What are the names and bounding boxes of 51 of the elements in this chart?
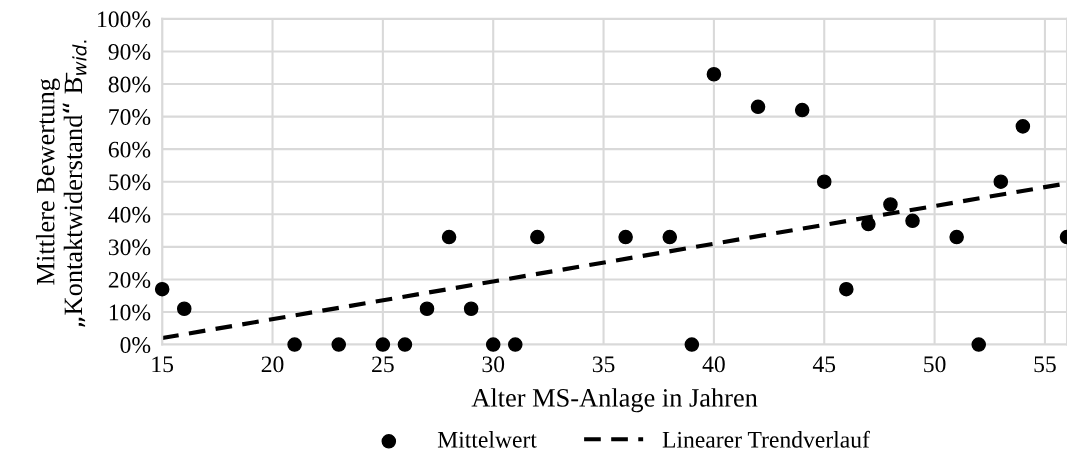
point: [949, 229, 964, 245]
point: [441, 229, 457, 245]
point: [530, 229, 545, 245]
point: [839, 281, 854, 297]
y-tick-label: 100%: [98, 11, 151, 28]
x-tick-label: 50: [924, 356, 946, 373]
point: [883, 197, 898, 212]
point: [287, 337, 302, 352]
point: [684, 337, 700, 352]
point: [794, 102, 810, 118]
y-tick-label: 80%: [108, 76, 151, 93]
point: [419, 301, 435, 317]
y-tick-label: 50%: [109, 174, 151, 191]
y-tick-label: 70%: [109, 109, 151, 126]
point: [1015, 119, 1031, 134]
x-tick-label: 45: [812, 356, 836, 373]
point: [993, 174, 1009, 190]
point: [861, 216, 876, 232]
x-tick-label: 20: [261, 356, 284, 373]
point: [176, 301, 192, 317]
y-tick-label: 10%: [109, 304, 151, 321]
y-tick-label: 20%: [108, 271, 151, 288]
x-axis-title: Alter MS-Anlage in Jahren: [471, 388, 758, 413]
point: [706, 66, 722, 82]
point: [750, 99, 766, 115]
y-tick-label: 30%: [108, 239, 151, 256]
point: [154, 281, 170, 297]
legend-label: Linearer Trendverlauf: [662, 430, 870, 448]
point: [375, 337, 391, 352]
point: [816, 174, 832, 190]
y-tick-label: 60%: [108, 141, 151, 158]
legend-label: Mittelwert: [437, 431, 537, 448]
point: [397, 337, 413, 352]
point: [463, 301, 479, 317]
y-tick-label: 90%: [108, 43, 151, 60]
point: [662, 229, 678, 245]
point: [508, 337, 523, 352]
x-tick-label: 25: [372, 356, 394, 373]
x-tick-label: 35: [592, 356, 615, 373]
x-tick-label: 40: [702, 356, 725, 373]
x-tick-label: 15: [152, 356, 174, 373]
y-tick-label: 0%: [120, 337, 151, 354]
y-tick-label: 40%: [108, 206, 151, 223]
point: [618, 229, 633, 245]
x-tick-label: 30: [482, 356, 505, 373]
point: [485, 337, 501, 352]
point: [331, 337, 347, 352]
x-tick-label: 55: [1034, 356, 1056, 373]
y-axis-title: Mittlere Bewertung „Kontaktwiderstand“ B̄$_{wid.}$: [35, 40, 87, 327]
point: [971, 337, 987, 352]
point: [905, 213, 920, 229]
